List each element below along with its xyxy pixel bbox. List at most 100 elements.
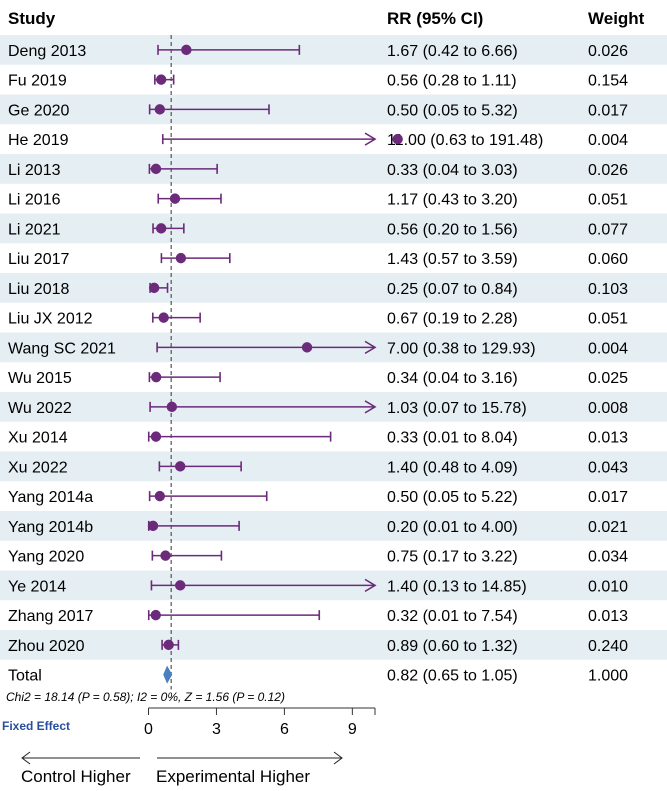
study-label: Li 2016: [8, 192, 61, 209]
rr-ci-value: 0.50 (0.05 to 5.22): [387, 489, 518, 506]
ci-arrow: [364, 132, 377, 146]
total-label: Total: [8, 668, 42, 685]
point-estimate: [147, 520, 159, 532]
point-estimate: [166, 401, 178, 413]
weight-value: 0.017: [588, 489, 628, 506]
study-label: He 2019: [8, 132, 69, 149]
row-stripe: [0, 35, 667, 65]
ci-arrow: [364, 578, 377, 593]
rr-ci-value: 0.34 (0.04 to 3.16): [387, 370, 518, 387]
study-label: Zhou 2020: [8, 638, 85, 655]
weight-value: 0.060: [588, 251, 628, 268]
study-label: Wu 2015: [8, 370, 72, 387]
rr-ci-value: 0.56 (0.28 to 1.11): [387, 73, 517, 90]
point-estimate: [175, 461, 186, 472]
row-stripe: [0, 273, 667, 303]
point-estimate: [181, 44, 192, 56]
arrow-right: [157, 751, 343, 765]
direction-left-label: Control Higher: [21, 767, 131, 786]
rr-ci-value: 0.75 (0.17 to 3.22): [387, 549, 518, 566]
point-estimate: [154, 104, 166, 115]
study-label: Yang 2014b: [8, 519, 93, 536]
weight-value: 0.051: [588, 311, 628, 328]
study-label: Liu 2017: [8, 251, 69, 268]
x-tick-label: 6: [280, 721, 289, 738]
point-estimate: [150, 163, 162, 175]
study-label: Wang SC 2021: [8, 340, 116, 357]
row-stripe: [0, 630, 667, 660]
weight-value: 0.026: [588, 43, 628, 60]
header-rr: RR (95% CI): [387, 9, 483, 28]
rr-ci-value: 1.67 (0.42 to 6.66): [387, 43, 518, 60]
weight-value: 0.017: [588, 102, 628, 119]
study-label: Deng 2013: [8, 43, 86, 60]
rr-ci-value: 1.43 (0.57 to 3.59): [387, 251, 518, 268]
rr-ci-value: 1.40 (0.13 to 14.85): [387, 578, 527, 595]
weight-value: 0.051: [588, 192, 628, 209]
weight-value: 0.154: [588, 73, 628, 90]
study-label: Liu 2018: [8, 281, 69, 298]
header-study: Study: [8, 9, 56, 28]
rr-ci-value: 0.33 (0.01 to 8.04): [387, 430, 518, 447]
rr-ci-value: 0.20 (0.01 to 4.00): [387, 519, 518, 536]
point-estimate: [301, 342, 313, 353]
heterogeneity-text: Chi2 = 18.14 (P = 0.58); I2 = 0%, Z = 1.…: [6, 690, 285, 704]
point-estimate: [392, 133, 403, 145]
point-estimate: [155, 74, 167, 85]
point-estimate: [175, 252, 187, 264]
row-stripe: [0, 451, 667, 482]
study-label: Ge 2020: [8, 102, 69, 119]
weight-value: 0.103: [588, 281, 628, 298]
weight-value: 0.010: [588, 578, 628, 595]
point-estimate: [150, 609, 161, 621]
row-stripe: [0, 94, 667, 125]
arrow-left: [21, 751, 140, 765]
point-estimate: [175, 580, 186, 591]
study-label: Ye 2014: [8, 578, 66, 595]
rr-ci-value: 0.25 (0.07 to 0.84): [387, 281, 518, 298]
row-stripe: [0, 511, 667, 541]
rr-ci-value: 0.32 (0.01 to 7.54): [387, 608, 518, 625]
rr-ci-value: 1.40 (0.48 to 4.09): [387, 459, 518, 476]
point-estimate: [150, 431, 162, 442]
weight-value: 0.026: [588, 162, 628, 179]
weight-value: 0.013: [588, 608, 628, 625]
point-estimate: [160, 550, 171, 561]
rr-ci-value: 1.17 (0.43 to 3.20): [387, 192, 518, 209]
model-label: Fixed Effect: [2, 719, 70, 733]
study-label: Yang 2020: [8, 549, 84, 566]
rr-ci-value: 0.67 (0.19 to 2.28): [387, 311, 518, 328]
point-estimate: [169, 193, 181, 204]
row-stripe: [0, 213, 667, 244]
rr-ci-value: 7.00 (0.38 to 129.93): [387, 340, 536, 357]
ci-arrow: [364, 400, 377, 414]
weight-value: 0.008: [588, 400, 628, 417]
x-tick-label: 0: [144, 721, 153, 738]
point-estimate: [148, 282, 160, 294]
direction-right-label: Experimental Higher: [156, 767, 310, 786]
point-estimate: [155, 223, 167, 234]
total-weight: 1.000: [588, 668, 628, 685]
weight-value: 0.025: [588, 370, 628, 387]
point-estimate: [158, 312, 169, 323]
rr-ci-value: 0.33 (0.04 to 3.03): [387, 162, 518, 179]
rr-ci-value: 0.50 (0.05 to 5.32): [387, 102, 518, 119]
point-estimate: [151, 371, 162, 383]
weight-value: 0.013: [588, 430, 628, 447]
weight-value: 0.034: [588, 549, 628, 566]
study-label: Wu 2022: [8, 400, 72, 417]
study-label: Yang 2014a: [8, 489, 93, 506]
study-label: Fu 2019: [8, 73, 67, 90]
total-diamond: [163, 665, 173, 684]
weight-value: 0.004: [588, 340, 628, 357]
study-label: Zhang 2017: [8, 608, 94, 625]
point-estimate: [154, 490, 166, 502]
weight-value: 0.240: [588, 638, 628, 655]
weight-value: 0.021: [588, 519, 628, 536]
study-label: Li 2013: [8, 162, 61, 179]
ci-arrow: [364, 340, 377, 355]
rr-ci-value: 11.00 (0.63 to 191.48): [387, 132, 543, 149]
weight-value: 0.004: [588, 132, 628, 149]
rr-ci-value: 1.03 (0.07 to 15.78): [387, 400, 527, 417]
